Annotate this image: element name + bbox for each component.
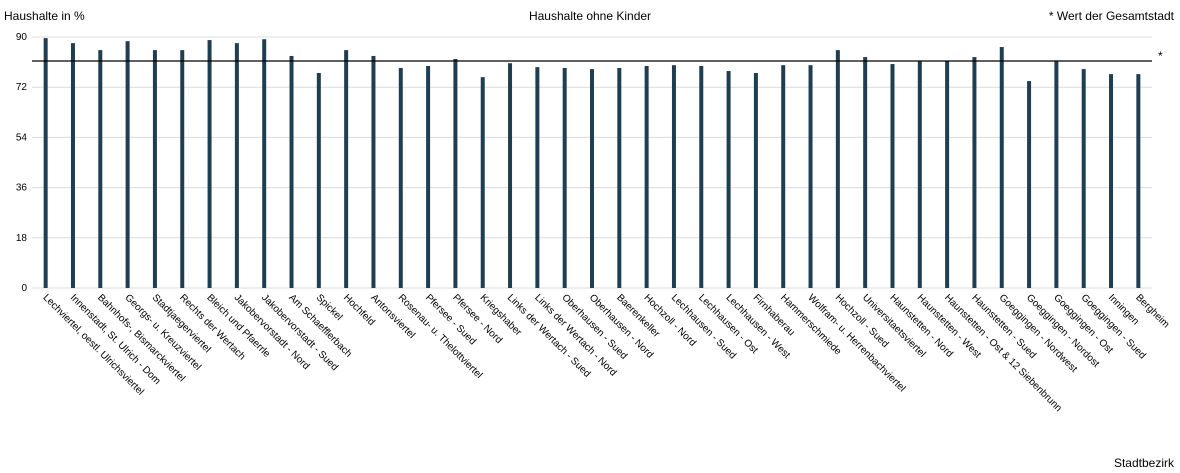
bar	[671, 65, 676, 288]
bar	[152, 50, 157, 289]
bar	[1136, 74, 1141, 288]
bar	[644, 66, 649, 288]
bar	[781, 65, 786, 288]
bar	[344, 50, 349, 289]
bar	[917, 60, 922, 289]
x-tick-label: Lechviertel, oestl. Ulrichsviertel	[41, 292, 146, 397]
bar	[972, 57, 977, 288]
bar	[699, 66, 704, 288]
bar	[1081, 69, 1086, 288]
note: * Wert der Gesamtstadt	[1049, 9, 1175, 23]
y-tick-label: 18	[16, 233, 28, 244]
bar	[562, 67, 567, 288]
bar	[808, 65, 813, 288]
bar	[398, 67, 403, 288]
bar	[234, 43, 239, 288]
bar	[890, 64, 895, 289]
bar	[262, 39, 267, 288]
bar	[535, 67, 540, 289]
bar	[426, 66, 431, 288]
x-tick-label: Bergheim	[1133, 292, 1171, 330]
bar	[125, 41, 130, 288]
bar	[945, 60, 950, 289]
y-tick-label: 90	[16, 32, 28, 43]
bar	[753, 72, 758, 288]
y-axis-title: Haushalte in %	[4, 9, 85, 23]
bar	[1054, 60, 1059, 289]
bar	[371, 55, 376, 288]
bar	[180, 50, 185, 289]
y-tick-label: 0	[21, 283, 27, 294]
bar	[508, 63, 513, 288]
bar	[863, 57, 868, 288]
bar	[316, 72, 321, 288]
x-axis-title: Stadtbezirk	[1114, 456, 1175, 470]
bar	[1109, 74, 1114, 288]
bar	[726, 71, 731, 288]
y-tick-label: 54	[16, 132, 28, 143]
bar	[480, 77, 485, 288]
y-tick-label: 36	[16, 183, 28, 194]
reference-label: *	[1158, 49, 1163, 63]
bar	[70, 43, 75, 288]
bar	[590, 69, 594, 288]
bar	[835, 50, 840, 289]
y-tick-label: 72	[16, 82, 28, 93]
bar	[98, 50, 103, 289]
bar	[43, 38, 48, 288]
bar	[207, 40, 212, 288]
bar	[453, 59, 458, 288]
chart-title: Haushalte ohne Kinder	[529, 9, 651, 23]
bar	[617, 67, 622, 288]
bar	[1027, 81, 1032, 288]
bar	[289, 55, 294, 288]
bar	[999, 47, 1004, 288]
